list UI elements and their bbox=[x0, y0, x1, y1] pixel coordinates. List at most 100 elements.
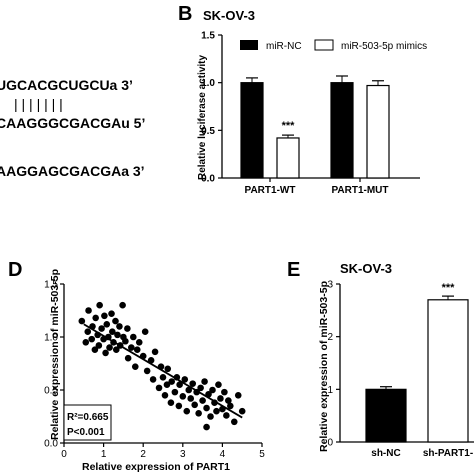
d-scatter-point bbox=[185, 386, 193, 394]
d-scatter-point bbox=[187, 395, 195, 402]
d-x-tick-label: 2 bbox=[140, 449, 146, 460]
panel-d-xlabel: Relative expression of PART1 bbox=[82, 461, 230, 473]
d-scatter-point bbox=[161, 392, 169, 399]
stats-box-frame bbox=[63, 404, 112, 441]
e-y-tick-label: 2 bbox=[327, 332, 333, 343]
panel-b-title: SK-OV-3 bbox=[203, 8, 255, 23]
d-scatter-point bbox=[119, 301, 126, 309]
panel-d-letter: D bbox=[8, 259, 22, 281]
panel-e-bars: *** bbox=[365, 282, 469, 443]
d-scatter-point bbox=[124, 325, 131, 332]
panel-b-bars: *** bbox=[240, 75, 390, 179]
d-scatter-point bbox=[191, 401, 198, 409]
d-scatter-point bbox=[183, 407, 191, 415]
b-y-tick-label: 1.5 bbox=[201, 31, 215, 42]
d-scatter-point bbox=[95, 342, 103, 349]
d-scatter-point bbox=[78, 317, 86, 325]
stats-r2: R²=0.665 bbox=[67, 412, 109, 423]
d-scatter-point bbox=[106, 344, 113, 351]
d-scatter-point bbox=[149, 376, 157, 383]
d-x-tick-label: 1 bbox=[101, 449, 107, 460]
d-scatter-point bbox=[234, 392, 242, 399]
d-scatter-point bbox=[114, 331, 121, 339]
d-scatter-point bbox=[197, 384, 204, 392]
d-scatter-point bbox=[227, 402, 234, 410]
e-x-tick-label: sh-PART1- bbox=[423, 448, 473, 459]
d-scatter-point bbox=[98, 325, 105, 332]
b-y-tick-label: 1.0 bbox=[201, 78, 215, 89]
b-significance-label: *** bbox=[282, 120, 296, 132]
sequence-alignment: UGCACGCUGCUa 3’ | | | | | | | CAAGGGCGAC… bbox=[0, 77, 145, 179]
d-scatter-point bbox=[201, 378, 208, 385]
b-y-tick-label: 0.0 bbox=[201, 174, 215, 185]
d-scatter-point bbox=[122, 337, 129, 345]
d-scatter-point bbox=[112, 346, 120, 354]
d-scatter-point bbox=[109, 328, 116, 336]
panel-d-axes: 0.0 0.5 1.0 1.5 0 1 2 3 4 5 bbox=[44, 280, 265, 461]
sequence-line-2: CAAGGGCGACGAu 5’ bbox=[0, 115, 145, 131]
panel-e: E SK-OV-3 Relative expression of miR-503… bbox=[287, 259, 474, 459]
panel-e-title: SK-OV-3 bbox=[340, 261, 392, 276]
legend-label-mir-nc: miR-NC bbox=[266, 41, 302, 52]
d-x-tick-label: 5 bbox=[259, 449, 265, 460]
d-scatter-point bbox=[143, 367, 151, 375]
d-scatter-point bbox=[175, 402, 183, 410]
d-scatter-point bbox=[199, 397, 206, 404]
d-scatter-point bbox=[82, 339, 90, 346]
d-scatter-point bbox=[213, 407, 220, 415]
d-scatter-point bbox=[225, 397, 232, 404]
d-scatter-point bbox=[171, 388, 179, 396]
panel-d-points bbox=[78, 301, 246, 431]
b-bar-mimics bbox=[276, 137, 300, 179]
legend-swatch-mir-nc bbox=[240, 40, 258, 50]
d-scatter-point bbox=[238, 407, 246, 415]
d-scatter-point bbox=[151, 348, 159, 356]
d-scatter-point bbox=[108, 310, 115, 317]
panel-b-letter: B bbox=[178, 3, 192, 25]
b-y-tick-label: 0.5 bbox=[201, 126, 215, 137]
e-y-tick-label: 1 bbox=[327, 385, 333, 396]
d-scatter-point bbox=[133, 346, 141, 354]
d-scatter-point bbox=[91, 346, 99, 354]
d-scatter-point bbox=[141, 328, 149, 336]
d-scatter-point bbox=[203, 404, 210, 412]
b-x-tick-label: PART1-WT bbox=[245, 185, 296, 196]
b-bar-mir-nc bbox=[240, 82, 264, 179]
legend-swatch-mimics bbox=[314, 39, 334, 51]
e-bar-sh-part1 bbox=[427, 299, 469, 443]
d-x-tick-label: 4 bbox=[220, 449, 226, 460]
d-scatter-point bbox=[92, 314, 99, 322]
d-scatter-point bbox=[167, 399, 175, 407]
d-scatter-point bbox=[176, 381, 183, 389]
d-scatter-point bbox=[84, 328, 92, 336]
d-scatter-point bbox=[168, 378, 176, 385]
d-scatter-point bbox=[88, 335, 96, 343]
panel-d: D Relative expression of miR-503-5p Rela… bbox=[8, 259, 265, 473]
sequence-line-3: AAGGAGCGACGAa 3’ bbox=[0, 163, 145, 179]
d-scatter-point bbox=[96, 301, 103, 309]
b-bar-mimics bbox=[366, 84, 390, 179]
d-scatter-point bbox=[112, 317, 119, 325]
d-scatter-point bbox=[159, 373, 167, 381]
sequence-pair-bars: | | | | | | | bbox=[14, 96, 63, 112]
d-scatter-point bbox=[124, 354, 132, 362]
d-scatter-point bbox=[135, 339, 143, 346]
d-scatter-point bbox=[103, 320, 111, 328]
d-scatter-point bbox=[101, 312, 108, 320]
d-scatter-point bbox=[102, 349, 109, 357]
d-y-tick-label: 1.0 bbox=[44, 333, 58, 344]
d-scatter-point bbox=[128, 344, 135, 351]
d-scatter-point bbox=[223, 412, 230, 419]
d-regression-line bbox=[83, 323, 243, 419]
d-scatter-point bbox=[85, 307, 92, 314]
d-scatter-point bbox=[217, 395, 224, 402]
b-x-tick-label: PART1-MUT bbox=[331, 185, 388, 196]
d-scatter-point bbox=[207, 413, 214, 420]
panel-d-ylabel: Relative expression of miR-503-5p bbox=[49, 269, 61, 440]
b-bar-mir-nc bbox=[330, 82, 354, 179]
d-scatter-point bbox=[163, 381, 171, 389]
d-scatter-point bbox=[203, 423, 210, 431]
d-y-tick-label: 0.0 bbox=[44, 439, 58, 450]
d-scatter-point bbox=[131, 363, 139, 370]
